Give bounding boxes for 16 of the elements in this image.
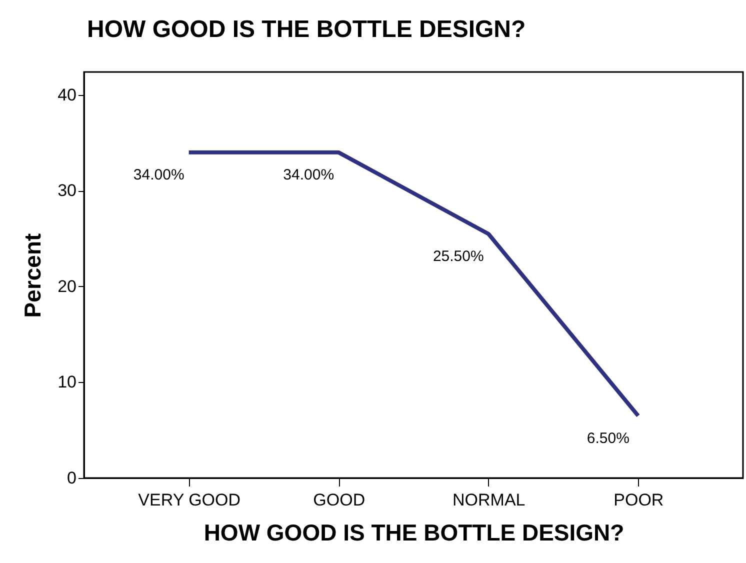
chart-title: HOW GOOD IS THE BOTTLE DESIGN? <box>87 16 526 43</box>
data-label: 25.50% <box>432 248 484 265</box>
x-tick-label: GOOD <box>313 490 366 510</box>
x-tick-label: NORMAL <box>452 490 526 510</box>
y-tick-label: 30 <box>58 181 76 200</box>
y-tick-label: 20 <box>58 276 76 296</box>
y-axis-title: Percent <box>20 232 46 318</box>
x-tick-label: VERY GOOD <box>138 490 241 510</box>
x-axis-title: HOW GOOD IS THE BOTTLE DESIGN? <box>204 520 624 546</box>
data-label: 34.00% <box>283 166 334 184</box>
x-tick-label: POOR <box>614 490 664 510</box>
y-tick-label: 10 <box>58 372 76 392</box>
data-label: 6.50% <box>586 430 630 447</box>
y-tick-label: 0 <box>67 468 76 488</box>
y-tick-label: 40 <box>58 85 76 104</box>
data-label: 34.00% <box>133 166 184 184</box>
